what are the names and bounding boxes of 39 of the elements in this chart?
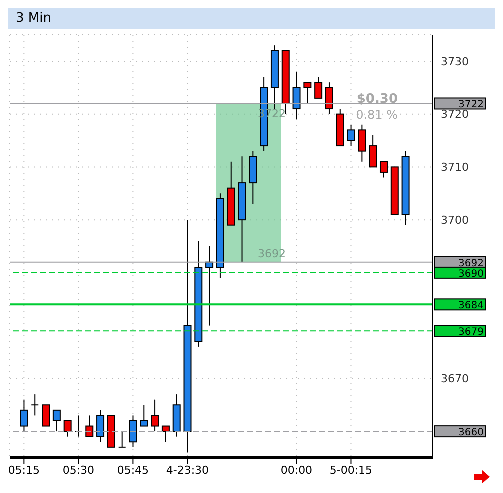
ref-line-label: 3660: [458, 428, 484, 439]
candlestick: [86, 415, 94, 438]
candlestick: [64, 420, 72, 438]
candlestick: [129, 415, 138, 448]
candlestick: [358, 124, 366, 162]
candlestick: [31, 394, 40, 416]
annotation: $0.30: [356, 92, 398, 107]
y-tick-label: 3720: [441, 108, 469, 122]
ref-line-label: 3692: [458, 258, 484, 270]
candlestick: [292, 72, 301, 120]
y-tick-label: 3730: [441, 55, 469, 68]
annotation: 0.81 %: [355, 108, 398, 122]
ref-line-label: 3690: [458, 268, 484, 280]
candlestick: [20, 399, 28, 432]
x-tick-label: 4-23:30: [166, 464, 210, 477]
x-tick-label: 05:45: [117, 464, 150, 477]
candlestick: [52, 410, 61, 432]
x-tick-label: 00:00: [280, 464, 313, 477]
ref-line-label: 3679: [458, 327, 484, 338]
x-tick-label: 5-00:15: [330, 464, 373, 477]
x-tick-label: 05:30: [62, 464, 95, 477]
candlestick: [304, 82, 312, 104]
x-tick-label: 05:15: [8, 464, 40, 477]
y-tick-label: 3670: [441, 372, 469, 386]
candlestick: [325, 82, 334, 115]
candlestick: [314, 76, 323, 99]
y-tick-label: 3710: [441, 161, 469, 174]
candlestick: [347, 124, 356, 147]
candlestick: [380, 161, 388, 178]
ref-line-label: 3722: [458, 100, 484, 111]
candlestick: [151, 399, 160, 432]
ref-line-label: 3684: [458, 300, 484, 312]
candlestick: [42, 404, 50, 427]
candlestick: [140, 404, 148, 427]
candlestick: [96, 410, 105, 443]
y-tick-label: 3700: [441, 214, 469, 227]
chart-title: 3 Min: [8, 8, 495, 29]
candlestick: [369, 134, 378, 168]
candlestick: [118, 431, 126, 448]
